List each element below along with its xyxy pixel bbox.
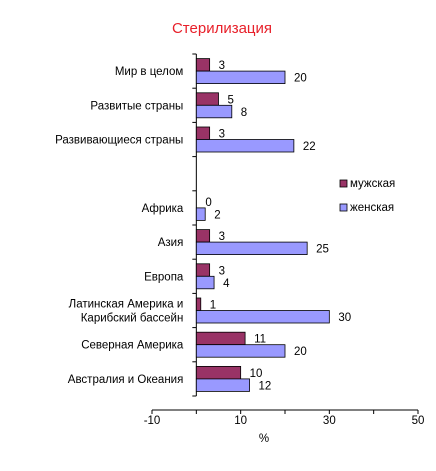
category-label: Африка xyxy=(142,203,184,215)
category-label: Северная Америка xyxy=(81,340,184,352)
data-label: 3 xyxy=(219,265,225,277)
data-label: 12 xyxy=(259,380,272,392)
legend-swatch xyxy=(339,203,348,212)
category-label-line: Латинская Америка и xyxy=(69,299,184,311)
category-label-line: Австралия и Океания xyxy=(68,374,184,386)
data-label: 25 xyxy=(316,244,329,256)
bar-male xyxy=(195,58,211,72)
bar-male xyxy=(195,92,219,106)
legend: мужская женская xyxy=(339,178,395,214)
category-label-line: Карибский бассейн xyxy=(81,313,184,325)
data-label: 30 xyxy=(338,312,351,324)
data-label: 1 xyxy=(210,300,216,312)
x-tick-label: -10 xyxy=(144,415,161,427)
category-label: Азия xyxy=(158,237,184,249)
bar-male xyxy=(195,365,242,380)
category-label-line: Азия xyxy=(158,237,184,249)
category-label: Мир в целом xyxy=(115,66,184,78)
bar-male xyxy=(195,229,211,243)
category-label-line: Развивающиеся страны xyxy=(55,135,183,147)
data-label: 3 xyxy=(219,231,225,243)
data-label: 20 xyxy=(294,73,307,85)
bar-female xyxy=(195,344,286,358)
category-label-line: Европа xyxy=(144,271,184,283)
data-label: 0 xyxy=(205,197,211,209)
data-label: 20 xyxy=(294,346,307,358)
bar-female xyxy=(195,139,295,153)
category-label: Развитые страны xyxy=(90,100,183,112)
data-label: 8 xyxy=(241,107,247,119)
category-label: Австралия и Океания xyxy=(68,374,184,386)
legend-swatch xyxy=(339,179,348,188)
data-label: 3 xyxy=(219,60,225,72)
bar-female xyxy=(195,378,250,392)
x-tick-label: 30 xyxy=(323,415,336,427)
bar-female xyxy=(195,70,286,84)
data-label: 10 xyxy=(250,368,263,380)
x-axis-label: % xyxy=(259,433,269,445)
x-tick-label: 10 xyxy=(234,415,247,427)
data-label: 3 xyxy=(219,129,225,141)
category-label: Латинская Америка и Карибский бассейн xyxy=(69,299,184,325)
legend-label: мужская xyxy=(350,178,395,190)
bar-male xyxy=(195,126,211,140)
category-label: Развивающиеся страны xyxy=(55,135,183,147)
data-label: 5 xyxy=(228,94,234,106)
chart-title: Стерилизация xyxy=(172,20,272,37)
bar-female xyxy=(195,207,206,221)
category-label-line: Северная Америка xyxy=(81,340,184,352)
data-label: 22 xyxy=(303,141,316,153)
category-label-line: Развитые страны xyxy=(90,100,183,112)
plot-area: Мир в целом Развитые страны Развивающиеся … xyxy=(55,53,425,427)
bar-female xyxy=(195,310,330,324)
bar-male xyxy=(195,297,202,311)
data-label: 2 xyxy=(214,209,220,221)
category-label-line: Африка xyxy=(142,203,184,215)
x-tick-label: 50 xyxy=(412,415,425,427)
bar-female xyxy=(195,104,233,119)
data-label: 4 xyxy=(223,278,230,290)
bar-male xyxy=(195,331,246,346)
data-label: 11 xyxy=(254,334,266,346)
bar-female xyxy=(195,241,308,256)
category-label: Европа xyxy=(144,271,184,283)
bar-female xyxy=(195,275,215,290)
legend-label: женская xyxy=(350,202,394,214)
bar-male xyxy=(195,263,211,277)
category-label-line: Мир в целом xyxy=(115,66,184,78)
